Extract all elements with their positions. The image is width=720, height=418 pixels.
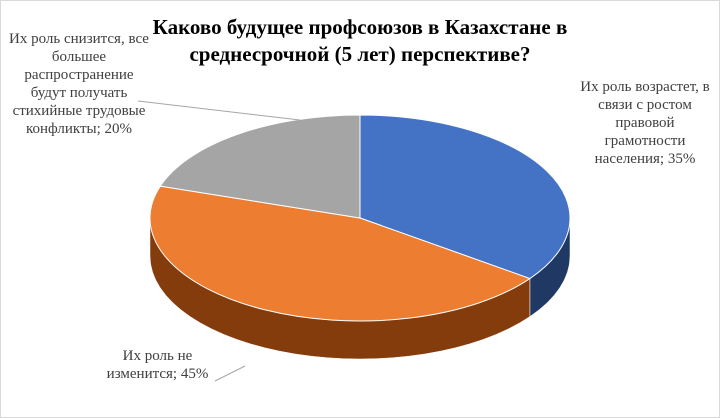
data-label: Их роль не изменится; 45% <box>106 348 209 382</box>
pie-slice <box>149 185 531 322</box>
pie-slice <box>359 114 571 280</box>
leader-line <box>137 100 301 121</box>
data-label: Их роль снизится, все большее распростра… <box>9 31 149 137</box>
pie-slice <box>159 114 361 219</box>
leader-line <box>214 365 246 382</box>
chart-title: Каково будущее профсоюзов в Казахстане в… <box>152 15 568 66</box>
data-label: Их роль возрастет, в связи с ростом прав… <box>580 79 710 167</box>
